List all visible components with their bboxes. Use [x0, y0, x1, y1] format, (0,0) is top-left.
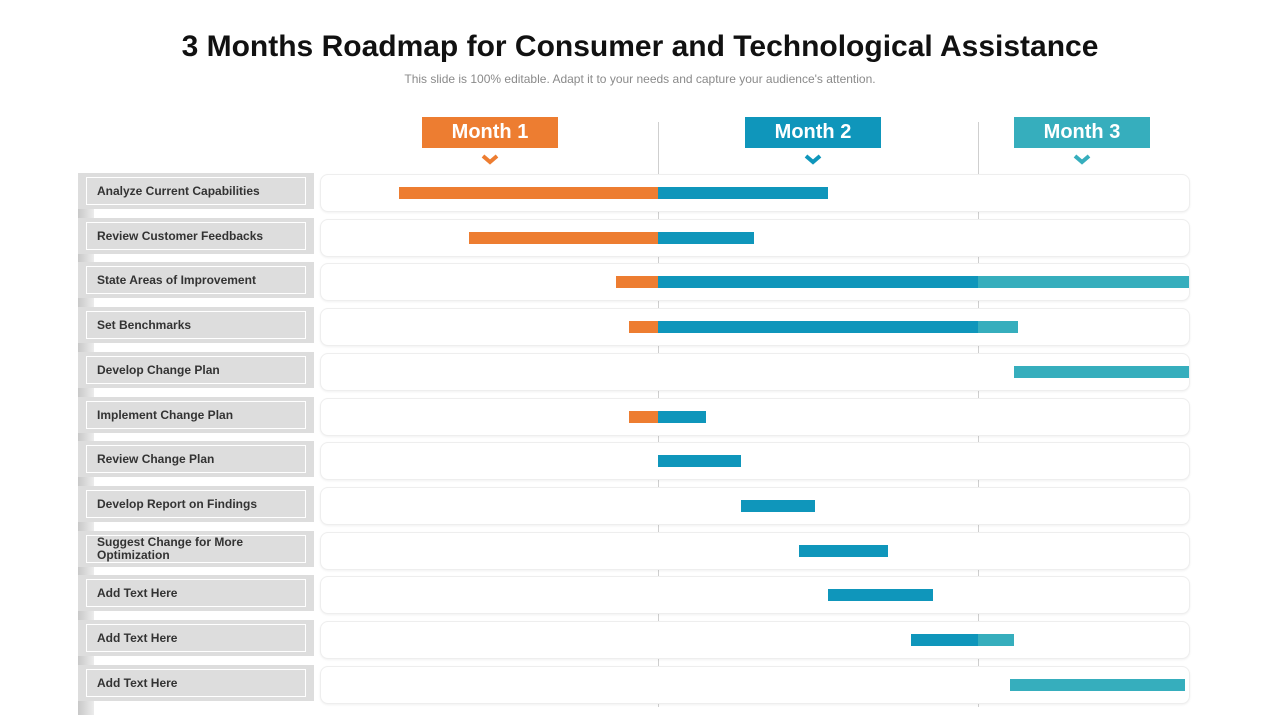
tab-inner-frame: Develop Change Plan — [86, 356, 306, 384]
task-label: Implement Change Plan — [97, 407, 234, 422]
tab-inner-frame: Add Text Here — [86, 579, 306, 607]
month-header-1: Month 1 — [422, 117, 558, 165]
tab-body: State Areas of Improvement — [78, 262, 314, 298]
tab-inner-frame: State Areas of Improvement — [86, 266, 306, 294]
gantt-bar-segment — [469, 232, 658, 244]
gantt-bar-segment — [978, 276, 1189, 288]
task-label: State Areas of Improvement — [97, 272, 256, 287]
tab-body: Develop Report on Findings — [78, 486, 314, 522]
tab-body: Implement Change Plan — [78, 397, 314, 433]
month-label: Month 1 — [422, 117, 558, 148]
tab-inner-frame: Suggest Change for More Optimization — [86, 535, 306, 563]
month-label: Month 3 — [1014, 117, 1150, 148]
task-label: Develop Change Plan — [97, 362, 220, 377]
tab-body: Review Customer Feedbacks — [78, 218, 314, 254]
gantt-bar-segment — [658, 321, 978, 333]
gantt-bar-segment — [798, 545, 889, 557]
gantt-bar-segment — [658, 276, 978, 288]
gantt-bar-segment — [658, 232, 754, 244]
gantt-bar-segment — [978, 634, 1014, 646]
gantt-bar-segment — [398, 187, 658, 199]
gantt-bar-segment — [616, 276, 658, 288]
task-row-track — [320, 398, 1190, 436]
task-label: Add Text Here — [97, 675, 178, 690]
task-label-tab: Add Text Here — [78, 665, 314, 715]
month-header-2: Month 2 — [745, 117, 881, 165]
page-title: 3 Months Roadmap for Consumer and Techno… — [181, 30, 1099, 63]
gantt-bar-segment — [910, 634, 978, 646]
tab-body: Review Change Plan — [78, 441, 314, 477]
gantt-bar-segment — [658, 187, 828, 199]
gantt-bar-segment — [658, 411, 706, 423]
task-label: Analyze Current Capabilities — [97, 183, 260, 198]
chevron-down-icon — [1073, 154, 1091, 165]
task-row-track — [320, 576, 1190, 614]
chevron-down-icon — [804, 154, 822, 165]
task-label-tab: Add Text Here — [78, 575, 314, 625]
page-subtitle: This slide is 100% editable. Adapt it to… — [404, 72, 876, 86]
task-label: Set Benchmarks — [97, 317, 192, 332]
task-row-track — [320, 308, 1190, 346]
gantt-bar-segment — [658, 455, 742, 467]
task-label: Develop Report on Findings — [97, 496, 258, 511]
task-label: Review Customer Feedbacks — [97, 228, 264, 243]
month-label: Month 2 — [745, 117, 881, 148]
tab-body: Add Text Here — [78, 665, 314, 701]
tab-body: Add Text Here — [78, 575, 314, 611]
tab-inner-frame: Develop Report on Findings — [86, 490, 306, 518]
tab-inner-frame: Implement Change Plan — [86, 401, 306, 429]
tab-inner-frame: Analyze Current Capabilities — [86, 177, 306, 205]
task-label-tab: Develop Report on Findings — [78, 486, 314, 536]
task-row-track — [320, 442, 1190, 480]
task-label-tab: Implement Change Plan — [78, 397, 314, 447]
gantt-bar-segment — [629, 411, 658, 423]
tab-inner-frame: Add Text Here — [86, 669, 306, 697]
task-label: Suggest Change for More Optimization — [97, 535, 244, 562]
task-label-tab: Review Customer Feedbacks — [78, 218, 314, 268]
tab-inner-frame: Review Customer Feedbacks — [86, 222, 306, 250]
gantt-bar-segment — [741, 500, 815, 512]
task-label-tab: Add Text Here — [78, 620, 314, 670]
tab-inner-frame: Add Text Here — [86, 624, 306, 652]
gantt-bar-segment — [629, 321, 658, 333]
month-header-3: Month 3 — [1014, 117, 1150, 165]
gantt-bar-segment — [978, 321, 1019, 333]
task-label-tab: State Areas of Improvement — [78, 262, 314, 312]
task-label: Add Text Here — [97, 630, 178, 645]
tab-body: Develop Change Plan — [78, 352, 314, 388]
tab-body: Analyze Current Capabilities — [78, 173, 314, 209]
task-label-tab: Develop Change Plan — [78, 352, 314, 402]
task-row-track — [320, 532, 1190, 570]
task-label-tab: Analyze Current Capabilities — [78, 173, 314, 223]
task-label: Review Change Plan — [97, 451, 215, 466]
gantt-bar-segment — [827, 589, 934, 601]
task-label-tab: Review Change Plan — [78, 441, 314, 491]
tab-inner-frame: Review Change Plan — [86, 445, 306, 473]
task-row-track — [320, 219, 1190, 257]
chevron-down-icon — [481, 154, 499, 165]
gantt-bar-segment — [1013, 366, 1189, 378]
tab-inner-frame: Set Benchmarks — [86, 311, 306, 339]
tab-body: Set Benchmarks — [78, 307, 314, 343]
tab-body: Add Text Here — [78, 620, 314, 656]
gantt-bar-segment — [1009, 679, 1185, 691]
task-label-tab: Set Benchmarks — [78, 307, 314, 357]
tab-body: Suggest Change for More Optimization — [78, 531, 314, 567]
task-label: Add Text Here — [97, 585, 178, 600]
task-label-tab: Suggest Change for More Optimization — [78, 531, 314, 581]
task-row-track — [320, 621, 1190, 659]
